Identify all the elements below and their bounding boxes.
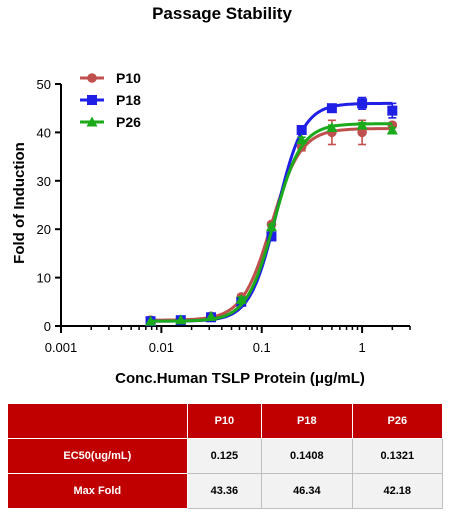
data-point <box>357 98 368 109</box>
data-point <box>145 315 157 326</box>
chart: Passage Stability Fold of Induction Conc… <box>11 4 411 387</box>
x-axis-label: Conc.Human TSLP Protein (μg/mL) <box>115 370 365 387</box>
legend-marker-p18 <box>87 95 97 105</box>
y-tick-label: 30 <box>37 174 51 189</box>
plot-area <box>145 96 398 327</box>
y-axis-label: Fold of Induction <box>11 142 28 264</box>
table-header-p10: P10 <box>186 403 263 439</box>
legend: P10 P18 P26 <box>80 70 141 130</box>
table-header-row: P10 P18 P26 <box>7 403 444 439</box>
series-p26 <box>145 119 398 326</box>
table-cell: 43.36 <box>186 473 263 509</box>
stats-table: P10 P18 P26 EC50(ug/mL) 0.125 0.1408 0.1… <box>7 403 444 509</box>
chart-title: Passage Stability <box>152 4 292 23</box>
table-header-p26: P26 <box>351 403 444 439</box>
data-point <box>326 103 337 114</box>
y-tick-label: 0 <box>44 319 51 334</box>
x-tick-label: 0.1 <box>253 340 271 355</box>
data-point <box>296 124 307 135</box>
legend-label-p10: P10 <box>116 70 141 86</box>
table-row: Max Fold 43.36 46.34 42.18 <box>7 473 444 509</box>
data-point <box>356 119 368 130</box>
data-point <box>265 221 277 232</box>
table-cell: 42.18 <box>351 473 444 509</box>
row-label-max-fold: Max Fold <box>7 473 188 509</box>
row-label-ec50: EC50(ug/mL) <box>7 438 188 474</box>
x-tick-label: 1 <box>358 340 365 355</box>
data-point <box>357 127 367 138</box>
table-row: EC50(ug/mL) 0.125 0.1408 0.1321 <box>7 438 444 474</box>
table-cell: 0.1321 <box>351 438 444 474</box>
table-cell: 0.125 <box>186 438 263 474</box>
y-tick-label: 10 <box>37 271 51 286</box>
data-point <box>326 122 338 133</box>
table-cell: 46.34 <box>261 473 353 509</box>
axes: 0 10 20 30 40 50 0.001 0.01 0.1 1 <box>37 77 411 355</box>
legend-label-p26: P26 <box>116 114 141 130</box>
table-header-corner <box>7 403 188 439</box>
data-point <box>296 134 308 145</box>
table-cell: 0.1408 <box>261 438 353 474</box>
data-point <box>205 310 217 321</box>
data-point <box>386 124 398 135</box>
y-tick-label: 40 <box>37 125 51 140</box>
data-point <box>235 293 247 304</box>
x-tick-label: 0.01 <box>149 340 174 355</box>
fit-curve-p18 <box>150 101 393 323</box>
x-tick-label: 0.001 <box>45 340 78 355</box>
data-point <box>175 314 187 325</box>
y-tick-label: 50 <box>37 77 51 92</box>
legend-marker-p10 <box>87 73 97 83</box>
data-point <box>387 105 398 116</box>
table-header-p18: P18 <box>261 403 353 439</box>
legend-label-p18: P18 <box>116 92 141 108</box>
legend-marker-p26 <box>86 116 98 127</box>
y-tick-label: 20 <box>37 222 51 237</box>
